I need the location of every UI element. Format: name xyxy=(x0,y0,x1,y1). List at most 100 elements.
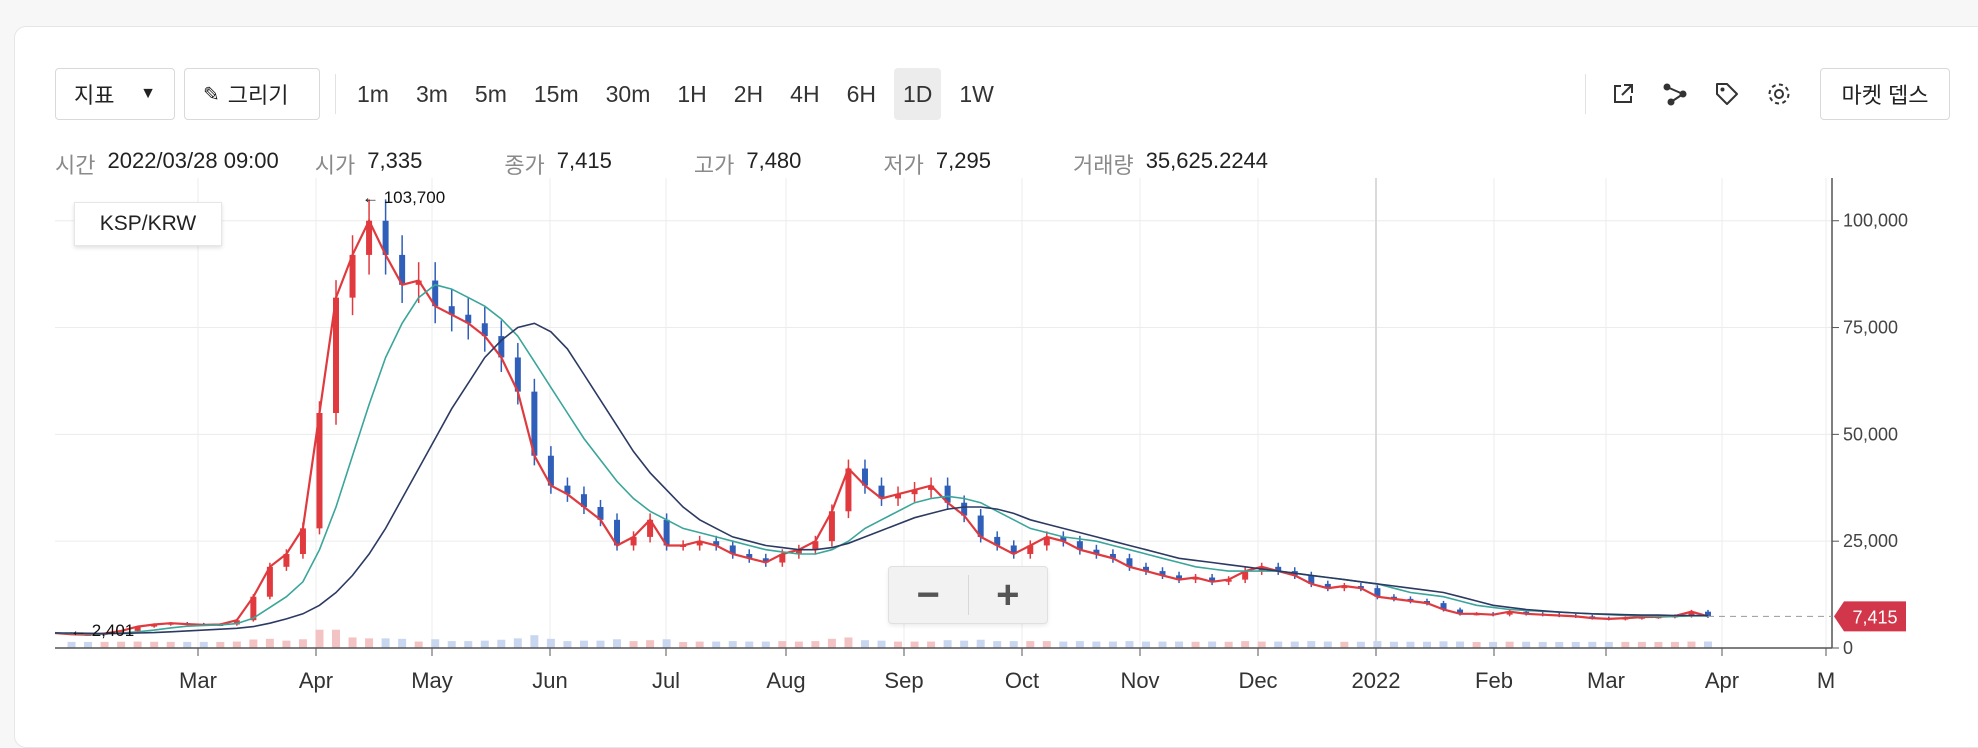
ma-short-line xyxy=(54,218,1709,636)
x-tick-label: Aug xyxy=(766,668,805,693)
market-depth-button[interactable]: 마켓 뎁스 xyxy=(1820,68,1950,120)
zoom-out-button[interactable]: − xyxy=(916,572,940,617)
candle-body xyxy=(382,220,389,255)
volume-bar xyxy=(332,629,341,648)
candle-body xyxy=(1506,611,1513,615)
candle-body xyxy=(961,502,968,516)
timeframe-3m[interactable]: 3m xyxy=(415,80,448,107)
timeframe-30m[interactable]: 30m xyxy=(605,80,651,107)
share-icon[interactable] xyxy=(1660,79,1690,109)
candle-body xyxy=(878,485,885,499)
price-chart[interactable]: 100,000 75,000 50,000 25,000 0 Mar Apr May Jun Ju… xyxy=(0,0,1978,708)
high-marker: ← 103,700 xyxy=(362,188,445,207)
volume-bar xyxy=(1092,641,1101,648)
high-value: 7,480 xyxy=(746,148,802,173)
volume-bar xyxy=(662,639,671,648)
timeframe-6h[interactable]: 6H xyxy=(846,80,876,107)
candle-body xyxy=(696,541,703,546)
candle-body xyxy=(299,528,306,554)
candle-body xyxy=(1176,575,1183,580)
volume-bar xyxy=(1522,641,1531,648)
indicator-button[interactable]: 지표 ▼ xyxy=(55,68,175,120)
volume-bar xyxy=(464,641,473,648)
candle-body xyxy=(1275,566,1282,572)
volume-bar xyxy=(1009,641,1018,648)
volume-bar xyxy=(199,641,208,648)
time-value: 2022/03/28 09:00 xyxy=(107,148,279,173)
volume-bar xyxy=(1075,641,1084,648)
volume-bar xyxy=(84,641,93,648)
volume-bar xyxy=(596,640,605,648)
candle-body xyxy=(1060,536,1067,542)
divider xyxy=(967,575,969,615)
volume-bar xyxy=(811,641,820,648)
volume-bar xyxy=(1274,641,1283,648)
ma-long-line xyxy=(55,322,1708,635)
candle-body xyxy=(514,357,521,392)
volume-bar xyxy=(1538,641,1547,648)
volume-bar xyxy=(1555,641,1564,648)
gear-icon[interactable] xyxy=(1764,79,1794,109)
candle-body xyxy=(895,494,902,499)
zoom-controls: − + xyxy=(888,566,1048,624)
timeframe-1d[interactable]: 1D xyxy=(893,68,942,120)
market-depth-label: 마켓 뎁스 xyxy=(1841,83,1929,108)
low-value: 7,295 xyxy=(935,148,991,173)
divider xyxy=(1585,74,1586,114)
chart-grid xyxy=(55,178,1832,649)
volume-bar xyxy=(1042,641,1051,648)
volume-bar xyxy=(365,638,374,648)
candle-body xyxy=(928,485,935,490)
ma-mid-line xyxy=(54,283,1708,635)
volume-bar xyxy=(646,640,655,648)
timeframe-5m[interactable]: 5m xyxy=(474,80,507,107)
volume-bar xyxy=(1439,641,1448,648)
volume-bar xyxy=(1505,641,1514,648)
volume-bar xyxy=(844,637,853,648)
volume-bar xyxy=(1637,641,1646,648)
zoom-in-button[interactable]: + xyxy=(996,572,1020,617)
candle-body xyxy=(1688,611,1695,616)
candle-body xyxy=(944,485,951,503)
timeframe-2h[interactable]: 2H xyxy=(733,80,764,107)
volume-bar xyxy=(745,641,754,648)
volume-bar xyxy=(513,638,522,648)
volume-bar xyxy=(447,641,456,648)
volume-bar xyxy=(381,638,390,648)
volume-bar xyxy=(1175,641,1184,648)
candle-body xyxy=(779,554,786,563)
x-tick-label: Nov xyxy=(1120,668,1159,693)
volume-bar xyxy=(1224,641,1233,648)
candle-body xyxy=(580,494,587,507)
x-tick-label: M xyxy=(1817,668,1835,693)
volume-bar xyxy=(1125,641,1134,648)
volume-bar xyxy=(249,639,258,648)
volume-bar xyxy=(579,640,588,648)
timeframe-1h[interactable]: 1H xyxy=(677,80,707,107)
candle-body xyxy=(250,596,257,621)
candle-body xyxy=(448,306,455,315)
draw-button[interactable]: ✎ 그리기 xyxy=(184,68,320,120)
volume-bar xyxy=(1257,641,1266,648)
volume-bar xyxy=(1588,641,1597,648)
external-link-icon[interactable] xyxy=(1608,79,1638,109)
candle-body xyxy=(118,630,125,634)
volume-bar xyxy=(398,638,407,648)
volume-bar xyxy=(1208,641,1217,648)
candle-body xyxy=(266,566,273,597)
timeframe-4h[interactable]: 4H xyxy=(790,80,820,107)
timeframe-1m[interactable]: 1m xyxy=(357,80,389,107)
volume-bar xyxy=(794,641,803,648)
y-tick-label: 25,000 xyxy=(1843,531,1898,551)
tag-icon[interactable] xyxy=(1712,79,1742,109)
candle-body xyxy=(1705,611,1711,617)
x-tick-label: Jun xyxy=(532,668,567,693)
volume-bar xyxy=(993,641,1002,648)
x-tick-label: May xyxy=(411,668,453,693)
volume-bar xyxy=(530,635,539,648)
volume-bar xyxy=(712,641,721,648)
volume-bar xyxy=(1191,641,1200,648)
timeframe-1w[interactable]: 1W xyxy=(959,80,994,107)
volume-bar xyxy=(216,641,225,648)
timeframe-15m[interactable]: 15m xyxy=(533,80,579,107)
